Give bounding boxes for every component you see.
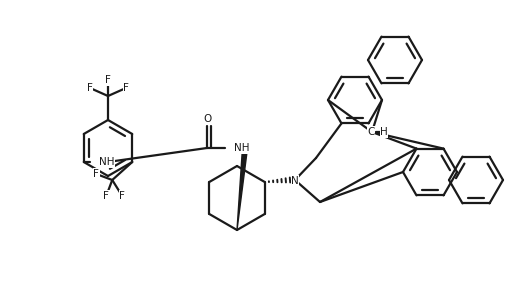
Text: F: F: [105, 75, 111, 85]
Text: F: F: [123, 83, 129, 93]
Text: NH: NH: [99, 157, 114, 167]
Text: C: C: [367, 127, 375, 137]
Text: N: N: [291, 176, 299, 186]
Text: H: H: [380, 127, 388, 137]
Text: F: F: [93, 169, 99, 179]
Text: F: F: [87, 83, 93, 93]
Text: F: F: [103, 191, 109, 201]
Text: F: F: [119, 191, 125, 201]
Polygon shape: [237, 148, 248, 230]
Text: O: O: [203, 114, 211, 124]
Text: NH: NH: [234, 143, 249, 153]
